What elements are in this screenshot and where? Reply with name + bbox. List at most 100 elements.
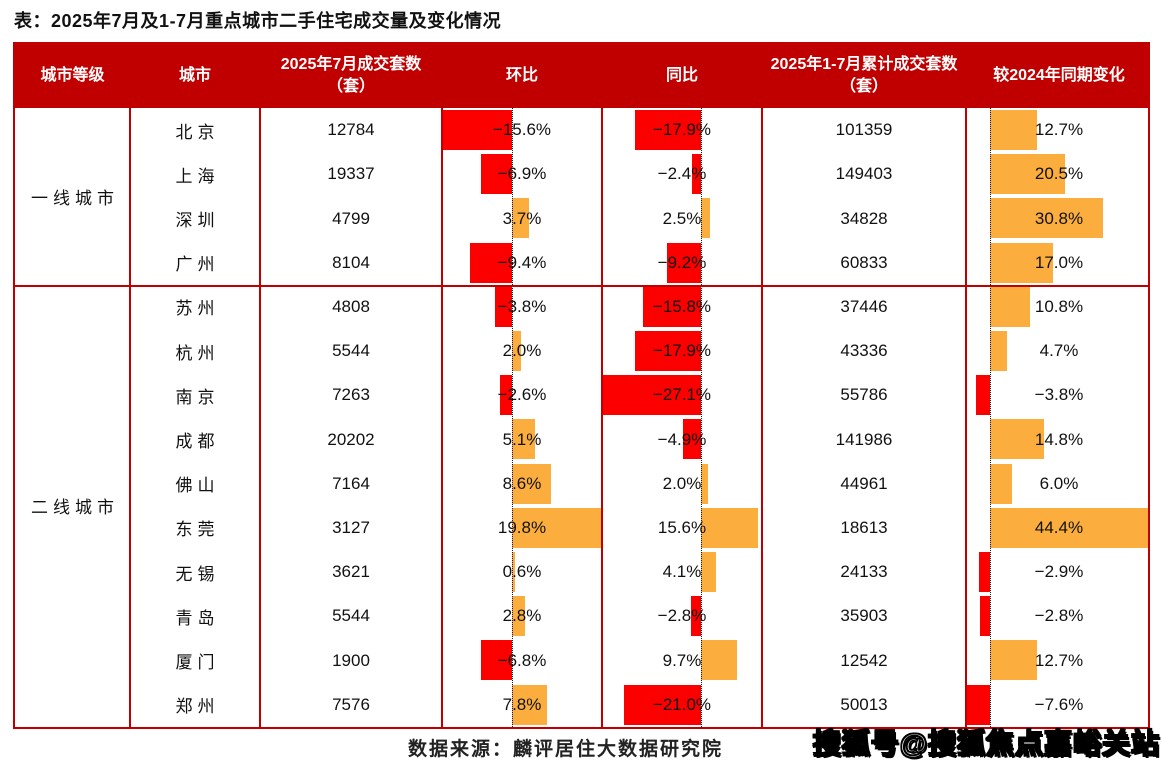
cum-jan-jul-units: 141986 (835, 429, 893, 449)
yoy-change-value: −17.9% (652, 341, 712, 361)
vs-2024-change-bar (990, 242, 1053, 283)
yoy-change-cell: −21.0% (602, 683, 762, 727)
vs-2024-change-cell: −7.6% (966, 683, 1148, 727)
table-row: 成都 20202 5.1% −4.9% 141986 14.8% (15, 417, 1148, 461)
city-name: 无锡 (175, 564, 220, 584)
mom-change-cell: 19.8% (442, 506, 602, 550)
yoy-change-value: −21.0% (652, 694, 712, 714)
watermark: 搜狐号@搜狐焦点嘉峪关站 (812, 727, 1160, 760)
column-header-3: 环比 (505, 67, 538, 85)
mom-change-cell: 0.6% (442, 550, 602, 594)
cum-jan-jul-units: 34828 (840, 208, 888, 228)
yoy-change-cell: −9.2% (602, 241, 762, 285)
column-separator-2 (441, 108, 443, 727)
mom-change-bar (512, 419, 535, 460)
mom-change-cell: 2.0% (442, 329, 602, 373)
cum-jan-jul-units: 35903 (840, 606, 888, 626)
vs-2024-change-bar (990, 110, 1037, 150)
jul-2025-units: 4799 (332, 208, 370, 228)
mom-change-cell: −15.6% (442, 108, 602, 152)
column-header-4: 同比 (665, 67, 698, 85)
yoy-change-value: −2.4% (657, 164, 707, 184)
yoy-change-bar (602, 375, 701, 416)
table-row: 无锡 3621 0.6% 4.1% 24133 −2.9% (15, 550, 1148, 594)
mom-change-value: 7.8% (502, 694, 542, 714)
yoy-change-cell: 2.5% (602, 196, 762, 240)
mom-change-bar (442, 110, 512, 150)
vs-2024-change-value: 12.7% (1034, 120, 1084, 140)
mom-change-cell: 3.7% (442, 196, 602, 240)
mom-change-bar (481, 640, 512, 681)
column-separator-0 (129, 108, 131, 727)
yoy-change-value: 2.5% (662, 208, 702, 228)
yoy-change-cell: −27.1% (602, 373, 762, 417)
cum-jan-jul-units: 60833 (840, 252, 888, 272)
jul-2025-units: 7576 (332, 694, 370, 714)
mom-change-cell: −2.6% (442, 373, 602, 417)
vs-2024-change-cell: 14.8% (966, 417, 1148, 461)
mom-change-cell: −3.8% (442, 285, 602, 329)
city-name: 广州 (175, 255, 220, 275)
mom-change-cell: −9.4% (442, 241, 602, 285)
vs-2024-change-value: 10.8% (1034, 296, 1084, 316)
cum-jan-jul-units: 50013 (840, 694, 888, 714)
mom-change-value: 5.1% (502, 429, 542, 449)
table-row: 深圳 4799 3.7% 2.5% 34828 30.8% (15, 196, 1148, 240)
cum-jan-jul-units: 149403 (835, 164, 893, 184)
vs-2024-change-bar (990, 154, 1066, 195)
vs-2024-change-value: 4.7% (1039, 341, 1079, 361)
vs-2024-change-value: 6.0% (1039, 473, 1079, 493)
mom-change-bar (512, 596, 525, 637)
vs-2024-change-cell: 30.8% (966, 196, 1148, 240)
mom-change-bar (512, 507, 601, 548)
data-source-note: 数据来源：麟评居住大数据研究院 (408, 739, 724, 760)
mom-change-bar (494, 286, 512, 327)
yoy-change-bar (624, 684, 701, 725)
cum-jan-jul-units: 55786 (840, 385, 888, 405)
column-header-6: 较2024年同期变化 (993, 67, 1125, 85)
jul-2025-units: 8104 (332, 252, 370, 272)
table-row: 郑州 7576 7.8% −21.0% 50013 −7.6% (15, 683, 1148, 727)
table-title: 表：2025年7月及1-7月重点城市二手住宅成交量及变化情况 (14, 11, 502, 31)
tier-label-2: 二线城市 (31, 498, 119, 518)
mom-change-value: 8.6% (502, 473, 542, 493)
mom-change-value: 3.7% (502, 208, 542, 228)
yoy-change-cell: −17.9% (602, 108, 762, 152)
yoy-change-zero-baseline (701, 108, 702, 727)
mom-change-zero-baseline (512, 108, 513, 727)
vs-2024-change-cell: 44.4% (966, 506, 1148, 550)
yoy-change-bar (701, 640, 737, 681)
yoy-change-bar (701, 198, 711, 239)
jul-2025-units: 7164 (332, 473, 370, 493)
yoy-change-cell: 4.1% (602, 550, 762, 594)
vs-2024-change-value: 17.0% (1034, 252, 1084, 272)
yoy-change-bar (692, 154, 701, 195)
vs-2024-change-bar (990, 286, 1030, 327)
mom-change-bar (512, 552, 515, 593)
mom-change-cell: 8.6% (442, 462, 602, 506)
vs-2024-change-bar (976, 375, 990, 416)
mom-change-bar (512, 198, 529, 239)
column-separator-1 (259, 108, 261, 727)
jul-2025-units: 19337 (327, 164, 375, 184)
vs-2024-change-bar (990, 463, 1013, 504)
jul-2025-units: 5544 (332, 606, 370, 626)
yoy-change-value: 2.0% (662, 473, 702, 493)
vs-2024-change-cell: −2.9% (966, 550, 1148, 594)
yoy-change-value: −17.9% (652, 120, 712, 140)
city-name: 杭州 (175, 343, 220, 363)
vs-2024-change-cell: 12.7% (966, 108, 1148, 152)
table-row: 苏州 4808 −3.8% −15.8% 37446 10.8% (15, 285, 1148, 329)
table-row: 佛山 7164 8.6% 2.0% 44961 6.0% (15, 462, 1148, 506)
mom-change-cell: 7.8% (442, 683, 602, 727)
yoy-change-value: 4.1% (662, 562, 702, 582)
table-header-row: 城市等级 城市 2025年7月成交套数（套） 环比 同比 2025年1-7月累计成交套数（… (15, 44, 1148, 108)
vs-2024-change-zero-baseline (990, 108, 991, 727)
yoy-change-bar (701, 463, 709, 504)
vs-2024-change-cell: −2.8% (966, 594, 1148, 638)
city-name: 北京 (175, 122, 220, 142)
vs-2024-change-value: 12.7% (1034, 650, 1084, 670)
mom-change-value: −2.6% (497, 385, 547, 405)
city-name: 苏州 (175, 299, 220, 319)
